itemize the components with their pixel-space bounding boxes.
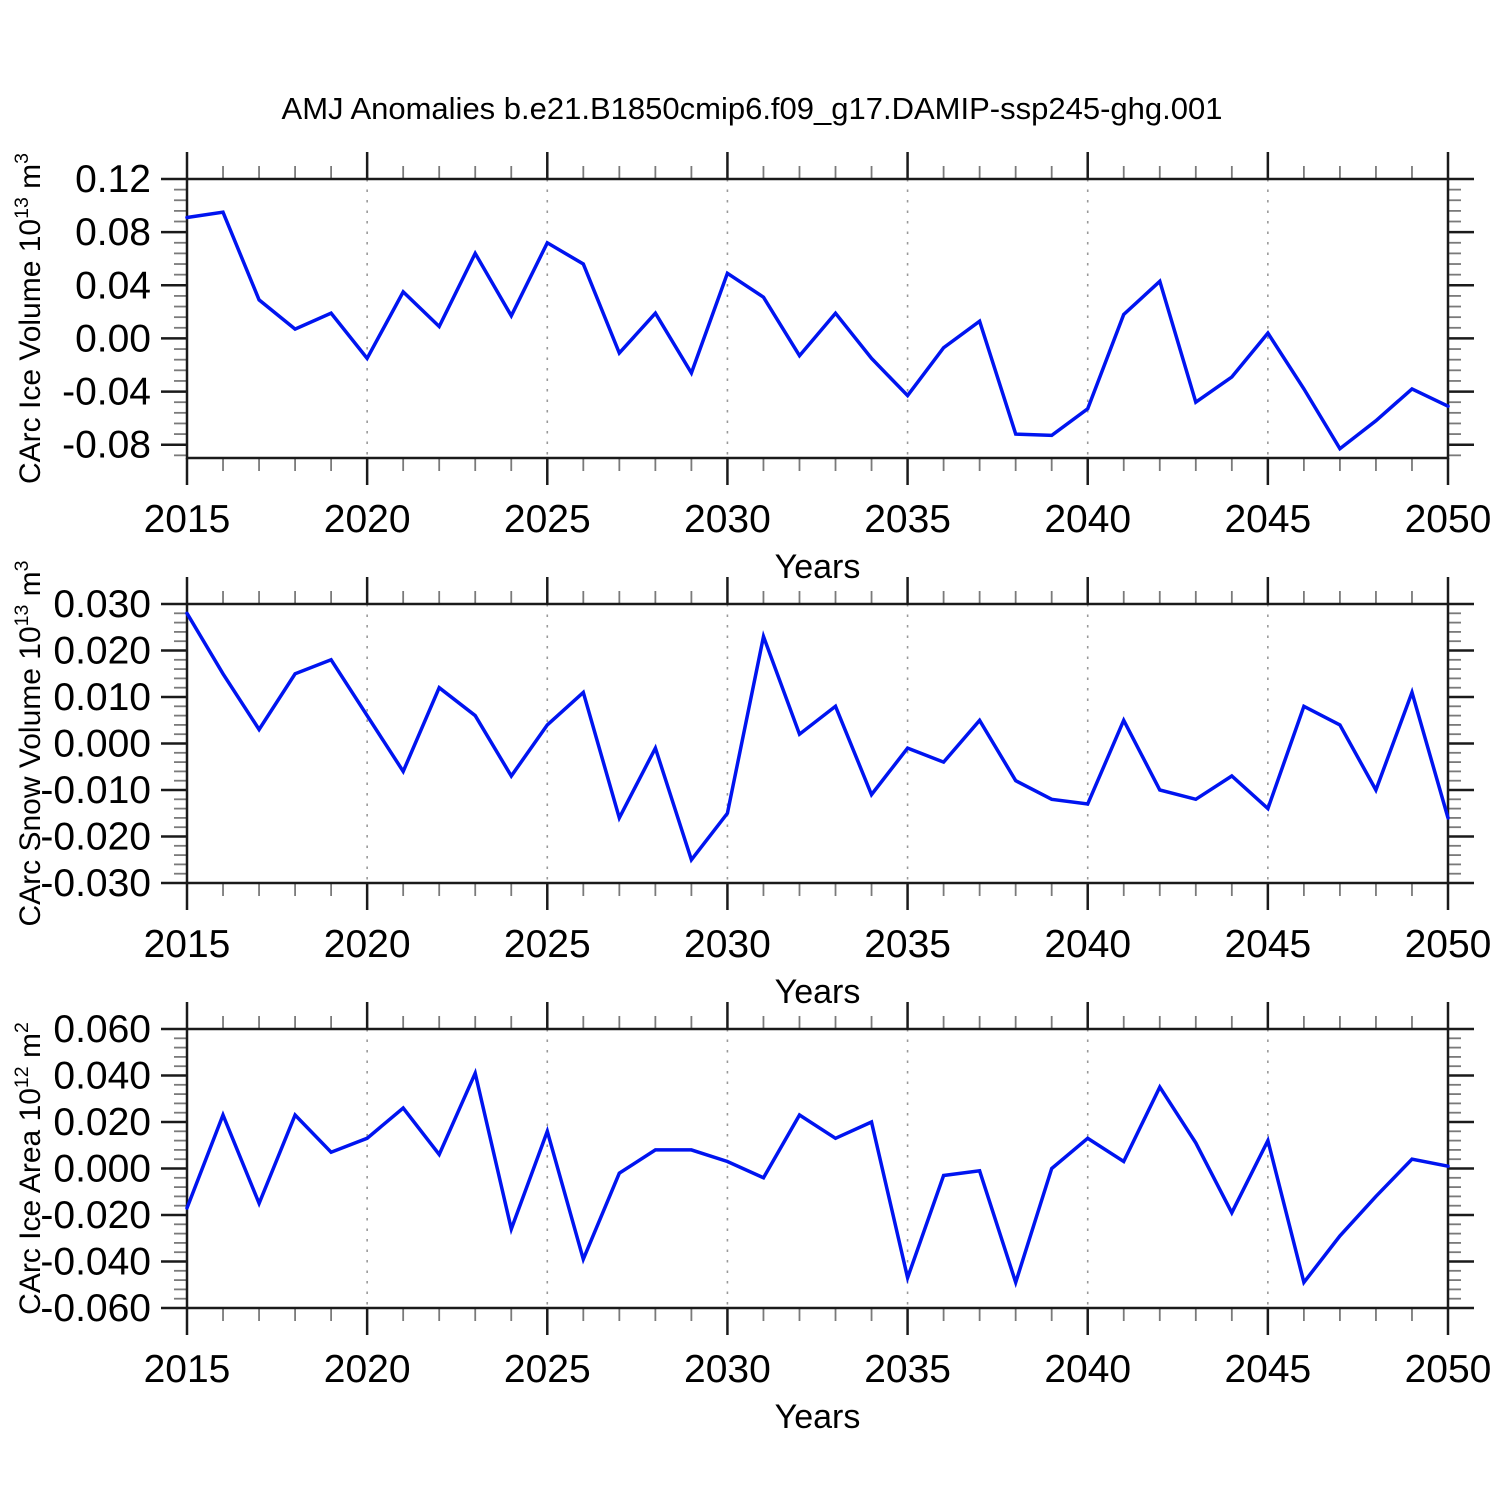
x-tick-label: 2025 [504,923,591,966]
y-tick-label: -0.060 [40,1287,151,1330]
y-axis-label: CArc Ice Volume 1013 m3 [11,153,47,484]
x-axis-label: Years [775,1398,861,1436]
major-ticks [161,152,1474,485]
x-tick-label: 2050 [1405,498,1492,541]
x-tick-label: 2015 [144,923,231,966]
x-tick-label: 2030 [684,1348,771,1391]
y-tick-label: -0.08 [62,424,151,467]
x-tick-labels: 2015 2020 2025 2030 2035 2040 2045 2050 [144,1348,1492,1391]
x-tick-label: 2040 [1044,1348,1131,1391]
y-tick-labels: 0.12 0.08 0.04 0.00 -0.04 -0.08 [62,158,151,467]
y-tick-label: 0.00 [75,317,151,360]
figure-title: AMJ Anomalies b.e21.B1850cmip6.f09_g17.D… [282,91,1223,126]
x-tick-label: 2045 [1224,1348,1311,1391]
plot-box [185,1027,1450,1310]
major-ticks [161,1002,1474,1335]
x-tick-label: 2020 [324,923,411,966]
plot-box [185,177,1450,460]
x-tick-label: 2050 [1405,1348,1492,1391]
x-tick-label: 2040 [1044,498,1131,541]
y-tick-label: 0.04 [75,264,151,307]
x-tick-label: 2035 [864,923,951,966]
y-tick-label: 0.000 [53,723,151,766]
y-tick-label: -0.020 [40,1194,151,1237]
y-tick-label: 0.040 [53,1055,151,1098]
gridlines [366,179,1269,458]
x-tick-label: 2035 [864,1348,951,1391]
y-tick-label: 0.060 [53,1008,151,1051]
x-tick-label: 2015 [144,498,231,541]
x-tick-label: 2020 [324,1348,411,1391]
data-line-carc-ice-volume [185,210,1450,452]
x-tick-label: 2020 [324,498,411,541]
x-tick-label: 2015 [144,1348,231,1391]
y-tick-label: -0.030 [40,862,151,905]
x-tick-label: 2030 [684,498,771,541]
x-tick-label: 2045 [1224,498,1311,541]
y-tick-label: 0.020 [53,630,151,673]
minor-ticks [174,1016,1461,1321]
minor-ticks [174,166,1461,471]
x-tick-labels: 2015 2020 2025 2030 2035 2040 2045 2050 [144,923,1492,966]
x-tick-label: 2050 [1405,923,1492,966]
gridlines [366,604,1269,883]
y-tick-label: -0.040 [40,1241,151,1284]
y-tick-label: -0.010 [40,769,151,812]
data-line-carc-ice-area [185,1067,1450,1289]
y-axis-label: CArc Ice Area 1012 m2 [11,1022,47,1315]
plot-box [185,602,1450,885]
y-tick-label: 0.000 [53,1148,151,1191]
y-tick-label: 0.020 [53,1101,151,1144]
y-axis-label: CArc Snow Volume 1013 m3 [11,560,47,926]
gridlines [366,1029,1269,1308]
y-tick-label: 0.08 [75,211,151,254]
y-tick-label: 0.12 [75,158,151,201]
x-tick-label: 2035 [864,498,951,541]
x-tick-label: 2040 [1044,923,1131,966]
data-line-carc-snow-volume [185,611,1450,864]
x-tick-label: 2030 [684,923,771,966]
x-tick-labels: 2015 2020 2025 2030 2035 2040 2045 2050 [144,498,1492,541]
y-tick-label: -0.04 [62,371,151,414]
y-tick-label: 0.010 [53,676,151,719]
major-ticks [161,577,1474,910]
x-axis-label: Years [775,548,861,586]
y-tick-label: -0.020 [40,816,151,859]
x-tick-label: 2025 [504,498,591,541]
y-tick-label: 0.030 [53,583,151,626]
minor-ticks [174,591,1461,896]
x-axis-label: Years [775,973,861,1011]
x-tick-label: 2025 [504,1348,591,1391]
x-tick-label: 2045 [1224,923,1311,966]
